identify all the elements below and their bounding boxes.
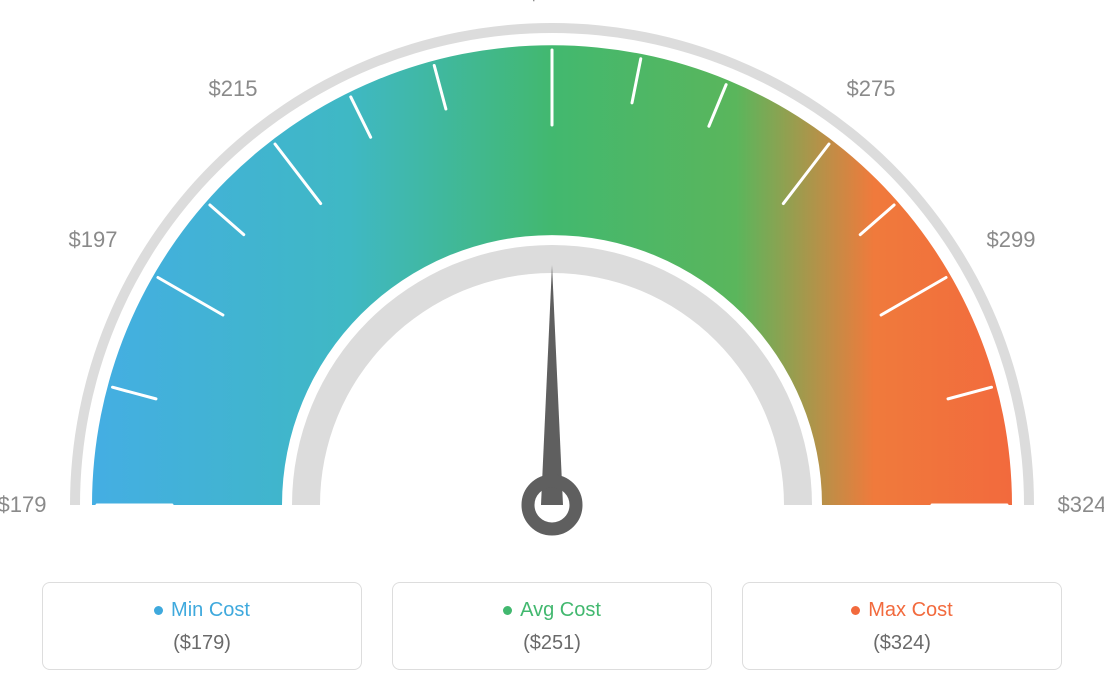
legend-dot-min	[154, 606, 163, 615]
gauge-tick-label: $197	[69, 227, 118, 253]
legend-value-min: ($179)	[43, 632, 361, 655]
gauge-tick-label: $179	[0, 492, 46, 518]
gauge-tick-label: $299	[987, 227, 1036, 253]
legend-card-min: Min Cost ($179)	[42, 582, 362, 670]
gauge-chart-container: $179 $197 $215 $251 $275 $299 $324 Min Cost ($…	[0, 0, 1104, 690]
gauge-tick-label: $251	[528, 0, 577, 6]
legend-title-avg: Avg Cost	[503, 599, 601, 622]
gauge-tick-label: $324	[1058, 492, 1104, 518]
gauge-svg	[0, 0, 1104, 560]
legend-value-max: ($324)	[743, 632, 1061, 655]
legend-card-avg: Avg Cost ($251)	[392, 582, 712, 670]
gauge-tick-label: $215	[209, 76, 258, 102]
legend-value-avg: ($251)	[393, 632, 711, 655]
legend-card-max: Max Cost ($324)	[742, 582, 1062, 670]
legend-title-max: Max Cost	[851, 599, 952, 622]
legend-title-min: Min Cost	[154, 599, 250, 622]
legend-label-min: Min Cost	[171, 599, 250, 622]
gauge-tick-label: $275	[847, 76, 896, 102]
gauge-area: $179 $197 $215 $251 $275 $299 $324	[0, 0, 1104, 560]
legend-dot-avg	[503, 606, 512, 615]
legend-label-avg: Avg Cost	[520, 599, 601, 622]
legend-row: Min Cost ($179) Avg Cost ($251) Max Cost…	[0, 582, 1104, 670]
legend-dot-max	[851, 606, 860, 615]
legend-label-max: Max Cost	[868, 599, 952, 622]
